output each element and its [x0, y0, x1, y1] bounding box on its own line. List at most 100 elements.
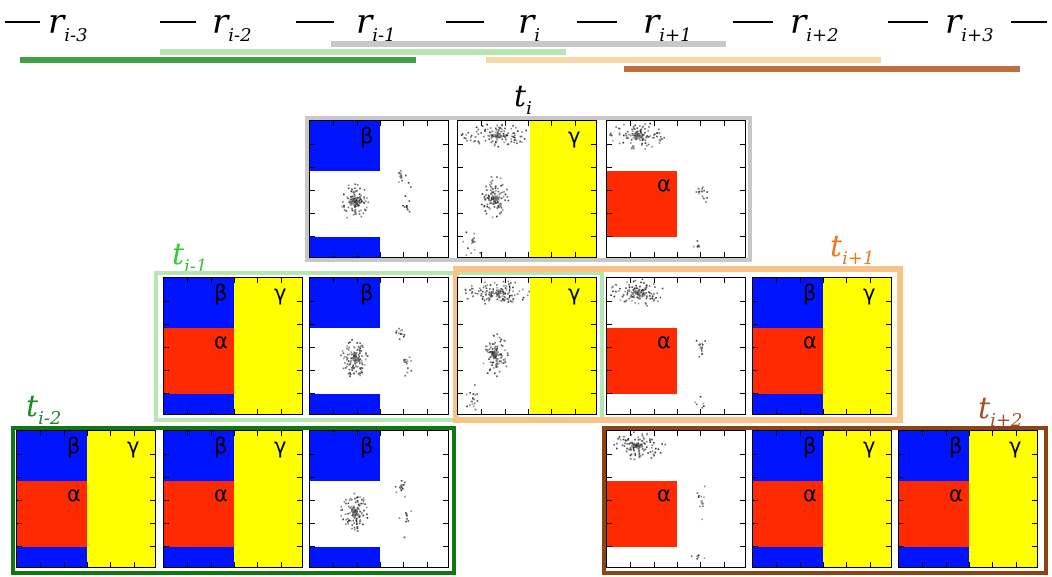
- scatter-point: [690, 555, 693, 558]
- axis-tick: [724, 278, 725, 283]
- scatter-point: [490, 199, 492, 201]
- beta-region: [310, 121, 380, 171]
- scatter-point: [497, 190, 500, 193]
- axis-tick: [310, 144, 315, 145]
- scatter-point: [357, 357, 360, 359]
- scatter-point: [499, 299, 502, 302]
- axis-tick: [297, 324, 302, 325]
- scatter-point: [493, 201, 496, 204]
- scatter-point: [352, 359, 354, 361]
- scatter-point: [484, 194, 487, 197]
- axis-tick: [310, 477, 315, 478]
- scatter-point: [637, 136, 640, 138]
- axis-tick: [333, 431, 334, 436]
- alpha-region: [753, 481, 823, 547]
- scatter-point: [631, 286, 634, 288]
- scatter-point: [639, 444, 642, 446]
- scatter-point: [624, 300, 626, 303]
- axis-tick: [740, 144, 745, 145]
- scatter-point: [345, 210, 348, 212]
- axis-tick: [886, 370, 891, 371]
- scatter-point: [502, 293, 505, 295]
- scatter-point: [366, 506, 368, 509]
- scatter-point: [638, 453, 641, 456]
- scatter-point: [356, 523, 358, 525]
- scatter-point: [406, 518, 408, 520]
- scatter-point: [356, 530, 359, 532]
- scatter-point: [360, 359, 363, 362]
- axis-tick: [700, 121, 701, 126]
- axis-tick: [357, 121, 358, 126]
- scatter-point: [703, 197, 706, 200]
- group-frame-t-i+2: [602, 426, 1048, 575]
- axis-tick: [823, 431, 824, 436]
- scatter-point: [640, 128, 642, 131]
- panel-alpha-scatter: α: [606, 120, 746, 258]
- axis-tick: [846, 409, 847, 414]
- connector-dash: [1011, 21, 1047, 23]
- scatter-point: [343, 500, 346, 503]
- axis-tick: [607, 213, 612, 214]
- scatter-point: [706, 191, 708, 193]
- scatter-point: [638, 444, 640, 447]
- scatter-point: [354, 201, 356, 203]
- scatter-point: [405, 358, 408, 361]
- scatter-point: [366, 517, 369, 519]
- scatter-point: [644, 128, 646, 130]
- scatter-point: [491, 134, 494, 136]
- scatter-point: [501, 183, 504, 186]
- scatter-point: [501, 123, 503, 126]
- scatter-point: [346, 358, 348, 361]
- scatter-point: [632, 289, 635, 291]
- scatter-point: [356, 496, 358, 499]
- scatter-point: [637, 443, 639, 446]
- scatter-point: [515, 139, 518, 142]
- scatter-point: [500, 300, 503, 302]
- scatter-point: [489, 356, 492, 359]
- scatter-point: [493, 352, 496, 355]
- scatter-point: [502, 298, 505, 301]
- scatter-point: [633, 287, 636, 290]
- scatter-point: [519, 140, 521, 143]
- scatter-point: [348, 353, 351, 356]
- scatter-point: [650, 293, 653, 295]
- beta-symbol: β: [803, 281, 817, 305]
- scatter-point: [469, 139, 472, 141]
- scatter-point: [472, 239, 474, 241]
- r-label-i+2: ri+2: [790, 2, 839, 46]
- scatter-point: [641, 295, 643, 298]
- scatter-point: [654, 451, 657, 454]
- scatter-point: [491, 216, 494, 219]
- scatter-point: [651, 444, 654, 446]
- scatter-point: [356, 348, 359, 350]
- axis-tick: [443, 500, 448, 501]
- scatter-point: [350, 505, 352, 508]
- scatter-point: [410, 510, 412, 512]
- scatter-point: [407, 367, 409, 369]
- axis-tick: [164, 546, 169, 547]
- scatter-point: [504, 293, 506, 295]
- scatter-point: [636, 447, 639, 449]
- scatter-point: [465, 134, 467, 136]
- axis-tick: [310, 393, 315, 394]
- scatter-point: [350, 359, 353, 362]
- axis-tick: [297, 347, 302, 348]
- scatter-point: [354, 365, 357, 368]
- scatter-point: [353, 511, 356, 513]
- scatter-point: [636, 133, 638, 136]
- scatter-point: [351, 339, 353, 341]
- scatter-point: [356, 196, 359, 199]
- axis-tick: [211, 562, 212, 567]
- scatter-point: [356, 358, 359, 361]
- scatter-point: [485, 294, 487, 296]
- axis-tick: [753, 301, 758, 302]
- scatter-point: [362, 346, 364, 348]
- scatter-point: [634, 454, 637, 457]
- scatter-point: [354, 212, 357, 215]
- scatter-point: [495, 197, 497, 199]
- scatter-point: [641, 433, 643, 435]
- axis-tick: [607, 546, 612, 547]
- scatter-point: [465, 254, 468, 257]
- scatter-point: [353, 354, 356, 357]
- density-scatter: [464, 280, 532, 411]
